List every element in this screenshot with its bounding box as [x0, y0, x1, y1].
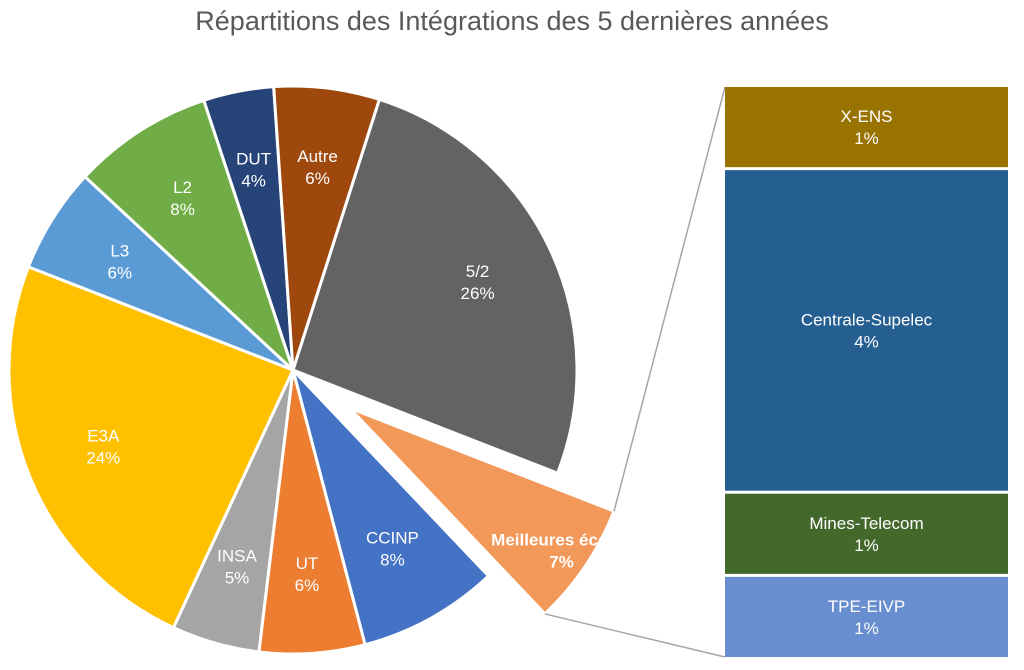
slice-label-l2: L2 8% [170, 178, 195, 219]
slice-label-ut: UT 6% [295, 554, 320, 595]
bar-label-centrale-supelec: Centrale-Supelec 4% [801, 310, 933, 351]
slice-label-meilleures-ecoles: Meilleures écoles 7% [491, 530, 632, 571]
bar-segment-centrale-supelec [725, 170, 1008, 491]
pie: 5/2 26% Meilleures écoles 7% CCINP 8% UT 6% INSA… [7, 84, 632, 656]
chart-title: Répartitions des Intégrations des 5 dern… [195, 6, 829, 36]
slice-label-e3a: E3A 24% [86, 426, 120, 467]
connector-line-top [613, 86, 726, 512]
bar-segment-mines-telecom [725, 493, 1008, 574]
secondary-bar: X-ENS 1% Centrale-Supelec 4% Mines-Telecom 1%… [725, 87, 1008, 657]
pie-slice-l2 [83, 98, 295, 372]
slice-label-5-2: 5/2 26% [461, 262, 495, 303]
pie-slice-meilleures-ecoles [347, 406, 616, 616]
pie-slice-5-2 [291, 97, 579, 475]
pie-slice-ccinp [291, 368, 490, 647]
pie-slice-autre [272, 84, 381, 372]
bar-segment-x-ens [725, 87, 1008, 168]
slice-label-dut: DUT 4% [236, 149, 271, 190]
connector-lines [544, 86, 726, 658]
bar-label-x-ens: X-ENS 1% [841, 107, 893, 148]
bar-label-mines-telecom: Mines-Telecom 1% [809, 514, 923, 555]
bar-label-tpe-eivp: TPE-EIVP 1% [828, 597, 905, 638]
slice-label-autre: Autre 6% [297, 147, 338, 188]
slice-label-l3: L3 6% [107, 241, 132, 282]
bar-segment-tpe-eivp [725, 576, 1008, 657]
slice-label-ccinp: CCINP 8% [366, 529, 419, 570]
connector-line-bottom [544, 613, 726, 658]
pie-slice-e3a [7, 265, 295, 630]
slice-label-insa: INSA 5% [217, 547, 257, 588]
